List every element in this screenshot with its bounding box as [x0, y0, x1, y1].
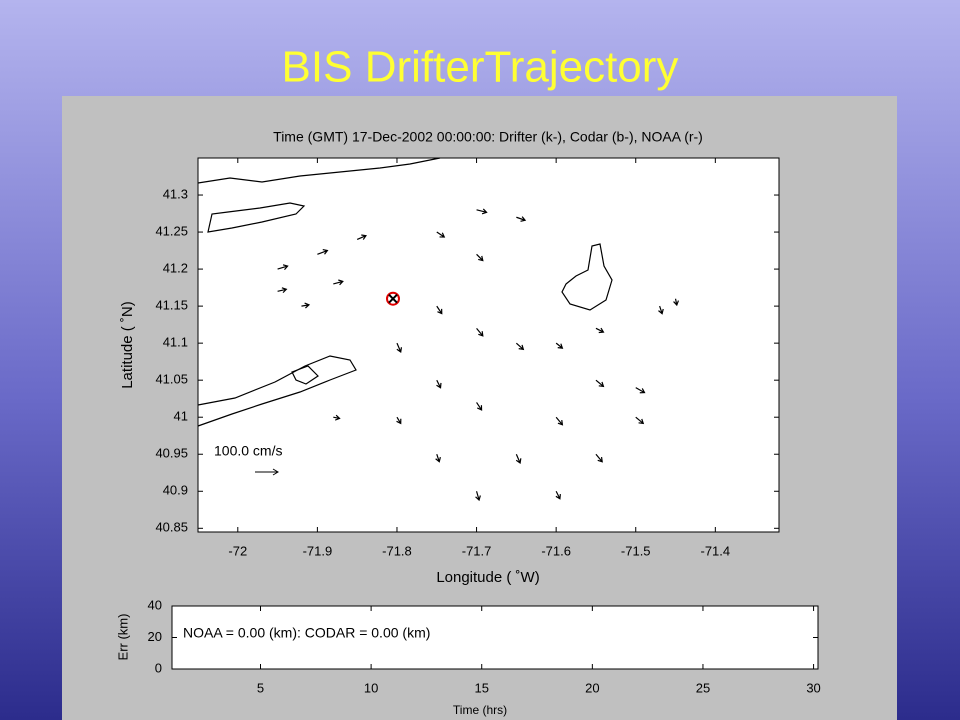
error-annotation: NOAA = 0.00 (km): CODAR = 0.00 (km) — [183, 625, 430, 641]
x-tick-label: 20 — [585, 680, 599, 695]
current-vector — [396, 342, 403, 353]
y-tick-label: 41.2 — [163, 261, 188, 276]
y-tick-label: 41.1 — [163, 335, 188, 350]
current-vector — [356, 234, 367, 241]
x-tick-label: -71.7 — [462, 543, 492, 558]
x-tick-label: -71.4 — [701, 543, 731, 558]
y-tick-label: 41.3 — [163, 186, 188, 201]
current-vector — [317, 249, 329, 255]
x-axis-label: Time (hrs) — [453, 703, 507, 717]
current-vector — [515, 454, 522, 465]
current-vector — [595, 327, 605, 334]
current-vector — [595, 453, 603, 463]
y-axis-label: Latitude ( ˚N) — [119, 301, 136, 389]
x-tick-label: 30 — [806, 680, 820, 695]
x-axis-label: Longitude ( ˚W) — [436, 569, 539, 586]
current-vector — [555, 342, 564, 349]
coastline — [197, 157, 441, 184]
current-vector — [301, 302, 311, 309]
current-vector — [277, 287, 288, 294]
x-tick-label: -71.6 — [541, 543, 571, 558]
scale-arrow — [255, 468, 279, 476]
x-tick-label: 25 — [696, 680, 710, 695]
current-vector — [396, 416, 402, 425]
map-plot-area — [197, 157, 780, 533]
current-vector — [635, 416, 645, 425]
current-vector — [476, 208, 488, 215]
y-tick-label: 41.15 — [155, 298, 188, 313]
current-vector — [555, 490, 561, 500]
y-tick-label: 41.05 — [155, 372, 188, 387]
scale-label: 100.0 cm/s — [214, 443, 282, 459]
x-tick-label: 15 — [474, 680, 488, 695]
x-tick-label: 5 — [257, 680, 264, 695]
current-vector — [333, 414, 341, 421]
current-vector — [516, 216, 527, 222]
coastline — [197, 355, 357, 427]
y-axis-label: Err (km) — [115, 614, 130, 661]
x-tick-label: 10 — [364, 680, 378, 695]
current-vector — [635, 387, 646, 394]
y-tick-label: 20 — [148, 629, 162, 644]
y-tick-label: 41.25 — [155, 223, 188, 238]
drifter-cross — [388, 294, 398, 304]
x-tick-label: -71.9 — [303, 543, 333, 558]
y-tick-label: 40 — [148, 597, 162, 612]
current-vector — [515, 342, 525, 351]
current-vector — [476, 402, 483, 411]
y-tick-label: 40.95 — [155, 446, 188, 461]
y-tick-label: 40.9 — [163, 483, 188, 498]
slide-title: BIS DrifterTrajectory — [282, 43, 679, 92]
drifter-position — [385, 291, 400, 306]
current-vector — [277, 264, 289, 271]
current-vector — [595, 379, 605, 388]
x-tick-label: -71.8 — [382, 543, 412, 558]
error-plot-area — [171, 605, 819, 670]
x-tick-label: -72 — [228, 543, 247, 558]
current-vector — [476, 327, 484, 337]
coastlines — [197, 157, 613, 427]
y-tick-label: 41 — [174, 409, 188, 424]
map-title: Time (GMT) 17-Dec-2002 00:00:00: Drifter… — [273, 129, 703, 145]
coastline — [561, 243, 613, 311]
current-vector — [658, 305, 664, 315]
y-tick-label: 40.85 — [155, 520, 188, 535]
current-vector — [436, 231, 446, 238]
x-tick-label: -71.5 — [621, 543, 651, 558]
coastline — [291, 365, 319, 385]
current-vector — [476, 253, 484, 262]
current-vector — [435, 454, 441, 463]
y-tick-label: 0 — [155, 660, 162, 675]
current-vector — [436, 379, 442, 389]
current-vector — [673, 298, 680, 307]
coastline — [207, 202, 306, 233]
current-vector — [436, 305, 443, 315]
current-vector — [475, 491, 481, 502]
current-vector — [555, 416, 564, 426]
current-vector — [333, 279, 344, 286]
